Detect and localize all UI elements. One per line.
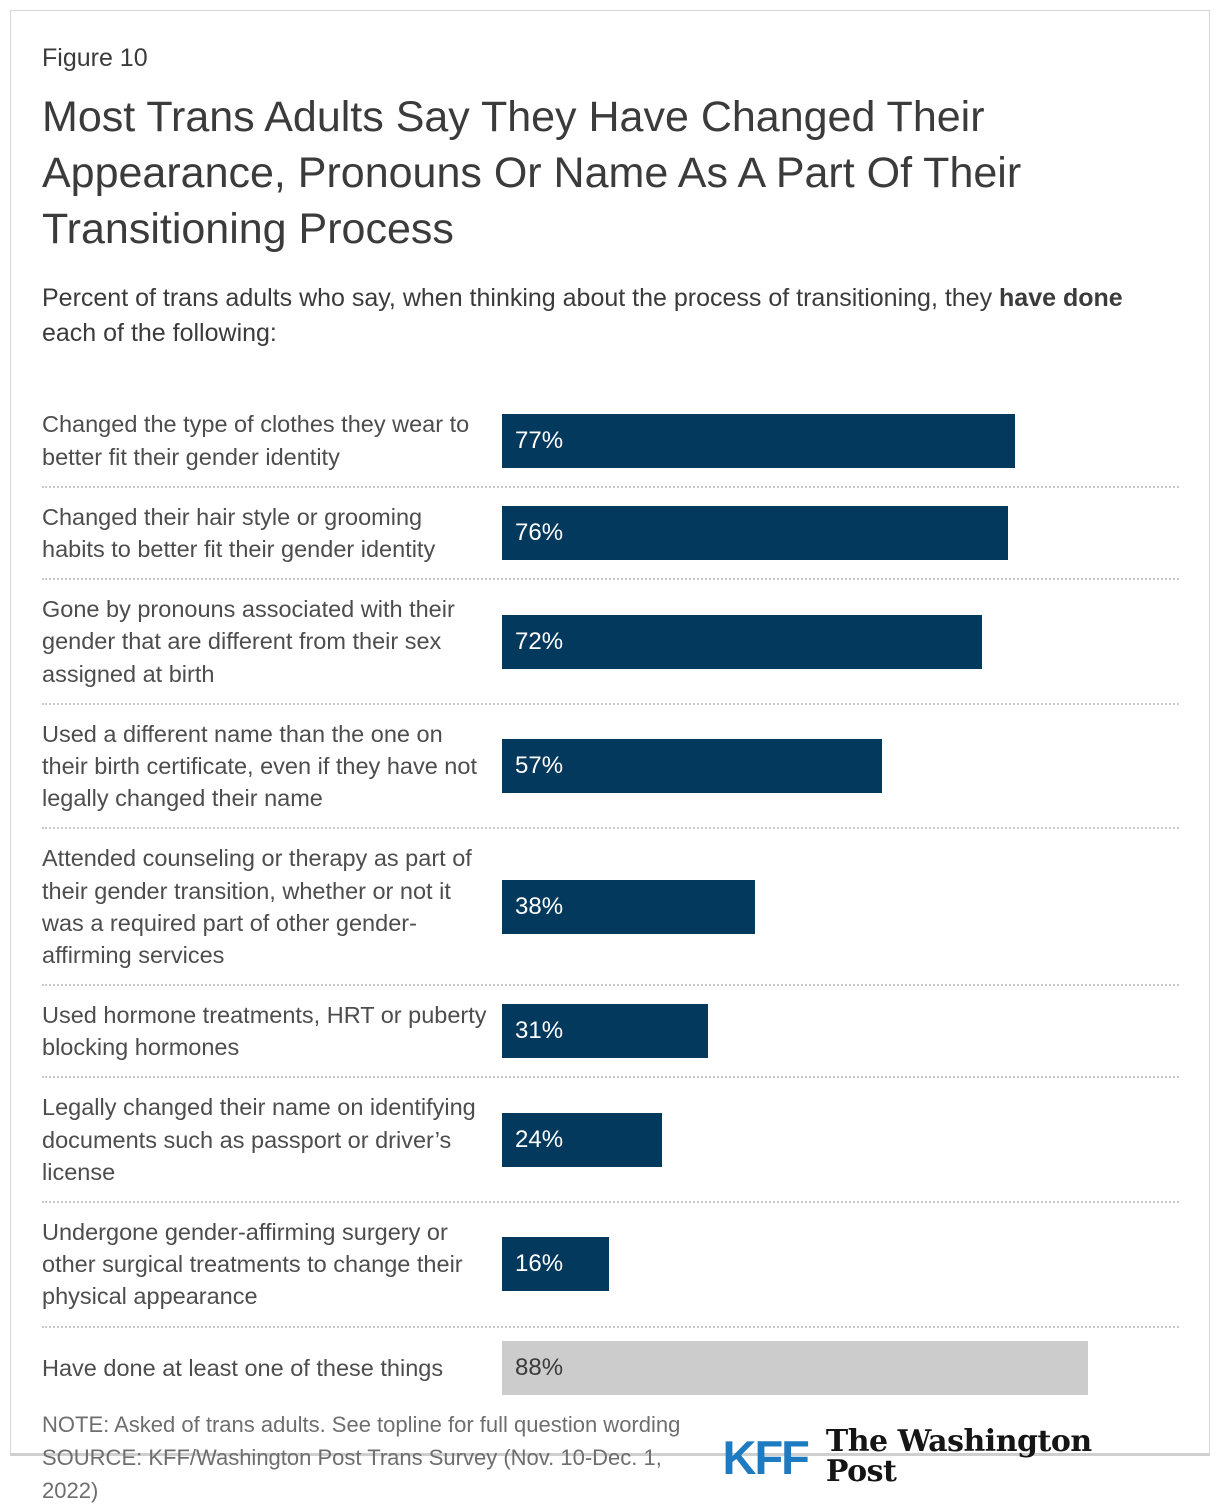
- bar: 38%: [502, 879, 755, 934]
- category-label: Undergone gender-affirming surgery or ot…: [42, 1219, 463, 1310]
- chart-row: Used a different name than the one on th…: [42, 702, 1179, 828]
- bar-track: 24%: [502, 1112, 1179, 1167]
- category-label: Changed their hair style or grooming hab…: [42, 503, 436, 563]
- bar-value-label: 88%: [515, 1353, 564, 1381]
- bar-track: 38%: [502, 879, 1179, 934]
- bar-track: 16%: [502, 1237, 1179, 1292]
- bar-value-label: 24%: [515, 1125, 564, 1153]
- category-label: Used a different name than the one on th…: [42, 720, 477, 812]
- subtitle-bold: have done: [999, 284, 1123, 313]
- source-text: SOURCE: KFF/Washington Post Trans Survey…: [42, 1444, 662, 1503]
- chart-title: Most Trans Adults Say They Have Changed …: [42, 92, 1022, 254]
- bar-value-label: 77%: [515, 426, 564, 454]
- figure-frame: Figure 10 Most Trans Adults Say They Hav…: [10, 10, 1210, 1503]
- chart-row: Attended counseling or therapy as part o…: [42, 827, 1179, 984]
- footnotes: NOTE: Asked of trans adults. See topline…: [42, 1408, 723, 1507]
- bar-value-label: 16%: [515, 1250, 564, 1278]
- category-label: Used hormone treatments, HRT or puberty …: [42, 1002, 487, 1061]
- kff-logo: KFF: [722, 1430, 810, 1484]
- bar-track: 57%: [502, 739, 1179, 794]
- figure-footer: NOTE: Asked of trans adults. See topline…: [42, 1408, 1179, 1511]
- category-label: Have done at least one of these things: [42, 1354, 444, 1381]
- category-label: Legally changed their name on identifyin…: [42, 1094, 476, 1185]
- bar-track: 77%: [502, 413, 1179, 468]
- chart-row: Changed their hair style or grooming hab…: [42, 485, 1179, 578]
- bar: 88%: [502, 1340, 1088, 1395]
- bar-track: 76%: [502, 506, 1179, 561]
- bar-value-label: 31%: [515, 1017, 564, 1045]
- bar-track: 31%: [502, 1004, 1179, 1059]
- bar: 24%: [502, 1112, 662, 1167]
- bar: 76%: [502, 506, 1008, 561]
- bar: 16%: [502, 1237, 609, 1292]
- chart-row: Undergone gender-affirming surgery or ot…: [42, 1201, 1179, 1326]
- bar: 31%: [502, 1004, 708, 1059]
- chart-row: Used hormone treatments, HRT or puberty …: [42, 984, 1179, 1076]
- bar-value-label: 76%: [515, 519, 564, 547]
- chart-row: Changed the type of clothes they wear to…: [42, 395, 1179, 485]
- washington-post-logo: The Washington Post: [825, 1424, 1092, 1490]
- bar: 72%: [502, 614, 982, 669]
- chart-row: Have done at least one of these things 88…: [42, 1325, 1179, 1408]
- note-text: NOTE: Asked of trans adults. See topline…: [42, 1411, 681, 1437]
- chart-subtitle: Percent of trans adults who say, when th…: [42, 281, 1179, 351]
- logos: KFF The Washington Post: [723, 1427, 1179, 1487]
- category-label: Changed the type of clothes they wear to…: [42, 411, 470, 470]
- chart-row: Gone by pronouns associated with their g…: [42, 578, 1179, 703]
- bar-value-label: 72%: [515, 627, 564, 655]
- bar-chart: Changed the type of clothes they wear to…: [42, 395, 1179, 1407]
- subtitle-suffix: each of the following:: [42, 319, 277, 348]
- bar-track: 88%: [502, 1340, 1179, 1395]
- bar: 57%: [502, 739, 882, 794]
- figure-card: Figure 10 Most Trans Adults Say They Hav…: [10, 10, 1210, 1503]
- bar-value-label: 57%: [515, 752, 564, 780]
- chart-row: Legally changed their name on identifyin…: [42, 1076, 1179, 1201]
- subtitle-prefix: Percent of trans adults who say, when th…: [42, 284, 1000, 313]
- bar: 77%: [502, 413, 1015, 468]
- category-label: Attended counseling or therapy as part o…: [42, 845, 472, 968]
- bar-value-label: 38%: [515, 892, 564, 920]
- category-label: Gone by pronouns associated with their g…: [42, 596, 455, 687]
- bar-track: 72%: [502, 614, 1179, 669]
- figure-label: Figure 10: [42, 44, 148, 72]
